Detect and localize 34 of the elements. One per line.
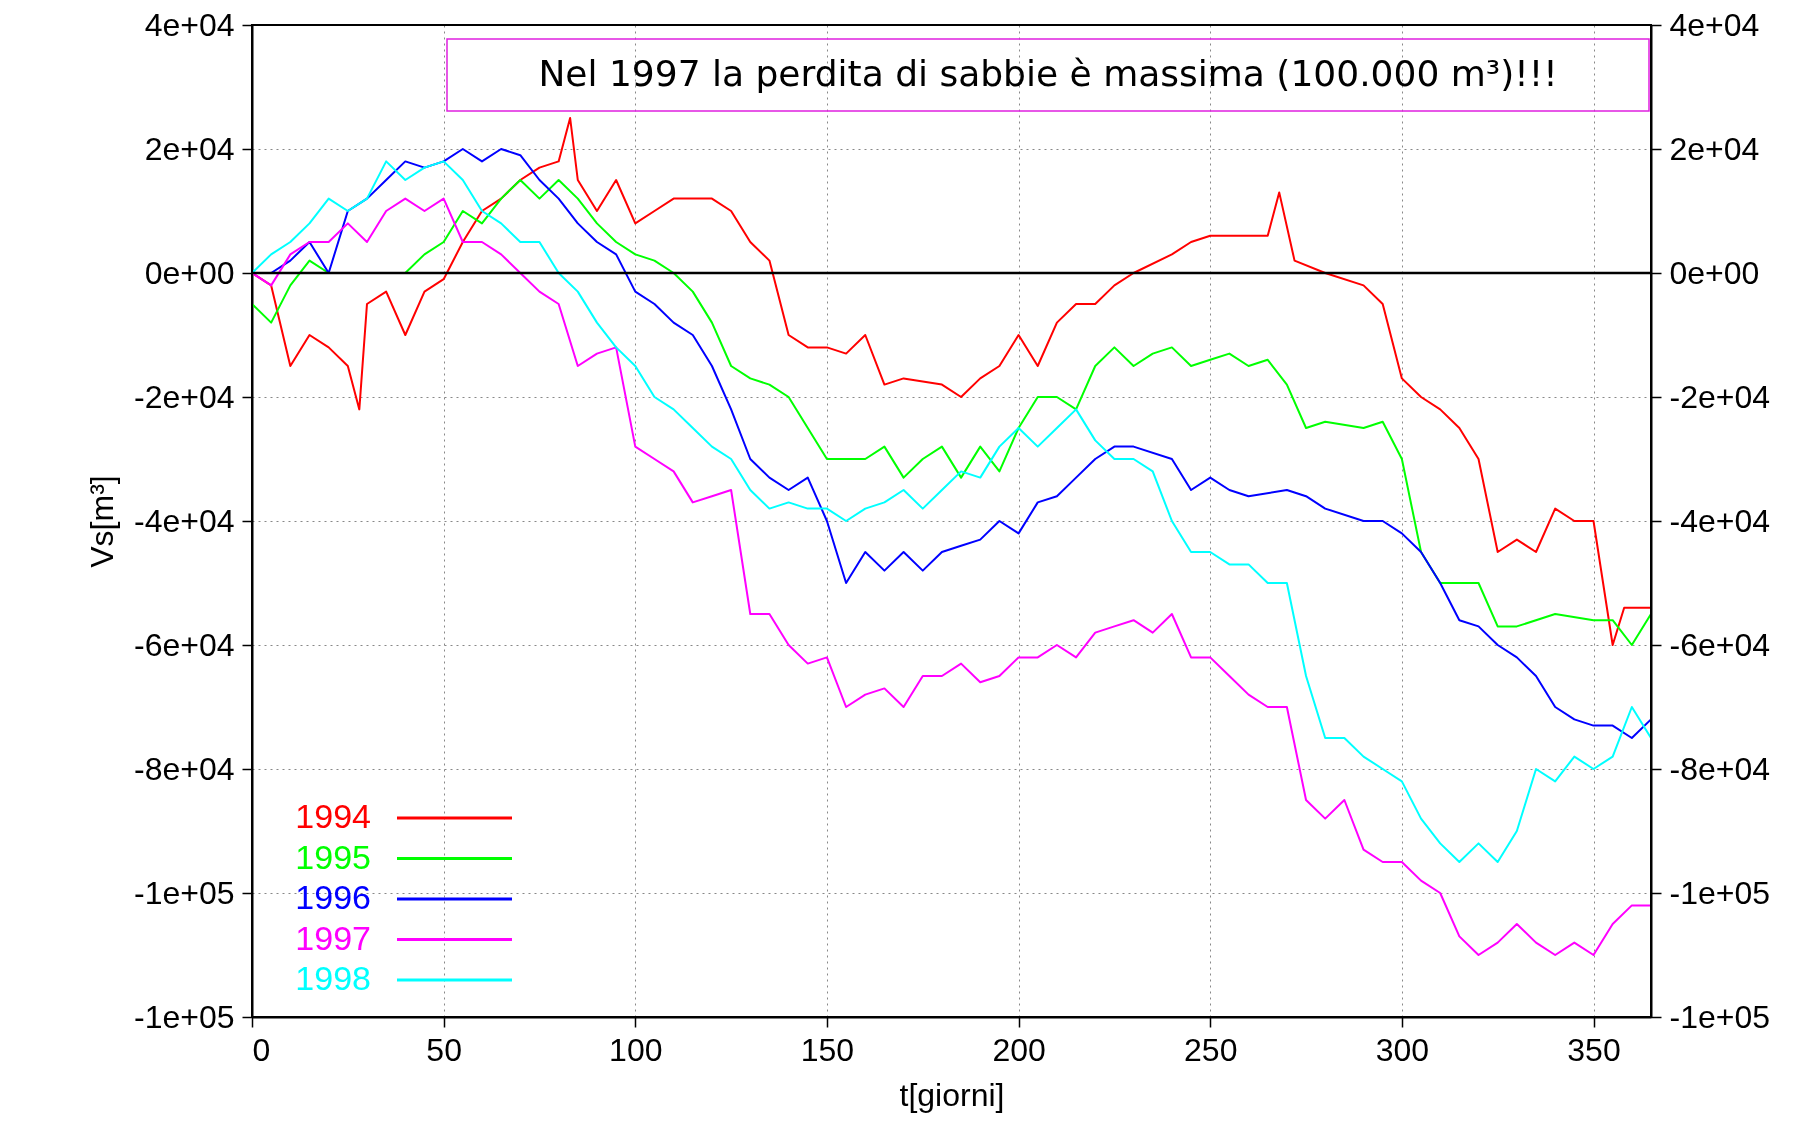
legend-label: 1998 bbox=[295, 959, 371, 997]
x-tick-label: 50 bbox=[426, 1031, 462, 1068]
y-tick-label: 4e+04 bbox=[144, 6, 235, 43]
y-tick-label: -1e+05 bbox=[133, 998, 235, 1035]
y-tick-label: 2e+04 bbox=[144, 130, 235, 167]
x-tick-label: 150 bbox=[800, 1031, 855, 1068]
legend-label: 1996 bbox=[295, 878, 371, 916]
y2-tick-label: -1e+05 bbox=[1669, 998, 1771, 1035]
legend-label: 1994 bbox=[295, 797, 371, 835]
annotation: Nel 1997 la perdita di sabbie è massima (100.000 m³)!!! bbox=[538, 53, 1558, 94]
y2-tick-label: -8e+04 bbox=[1669, 750, 1771, 787]
x-tick-label: 350 bbox=[1567, 1031, 1621, 1068]
x-axis-title: t[giorni] bbox=[899, 1076, 1005, 1113]
legend-label: 1995 bbox=[295, 837, 371, 876]
y-tick-label: -8e+04 bbox=[133, 750, 235, 787]
y2-tick-label: 0e+00 bbox=[1669, 254, 1760, 291]
x-tick-label: 200 bbox=[992, 1031, 1046, 1068]
y-tick-label: -2e+04 bbox=[133, 378, 235, 415]
y2-tick-label: -6e+04 bbox=[1669, 626, 1771, 663]
y-tick-label: -4e+04 bbox=[133, 502, 235, 539]
x-tick-label: 100 bbox=[609, 1031, 663, 1068]
y2-tick-label: 4e+04 bbox=[1669, 6, 1760, 43]
x-tick-label: 300 bbox=[1375, 1031, 1430, 1068]
y2-tick-label: -1e+05 bbox=[1669, 874, 1771, 911]
y2-tick-label: -4e+04 bbox=[1669, 502, 1771, 539]
y-tick-label: -6e+04 bbox=[133, 626, 235, 663]
x-tick-label: 0 bbox=[252, 1031, 271, 1068]
y-tick-label: 0e+00 bbox=[144, 254, 235, 291]
x-tick-label: 250 bbox=[1184, 1031, 1238, 1068]
y2-tick-label: 2e+04 bbox=[1669, 130, 1760, 167]
y2-tick-label: -2e+04 bbox=[1669, 378, 1771, 415]
y-tick-label: -1e+05 bbox=[133, 874, 235, 911]
legend-label: 1997 bbox=[295, 918, 371, 957]
y-axis-title: Vs[m³] bbox=[83, 475, 120, 568]
